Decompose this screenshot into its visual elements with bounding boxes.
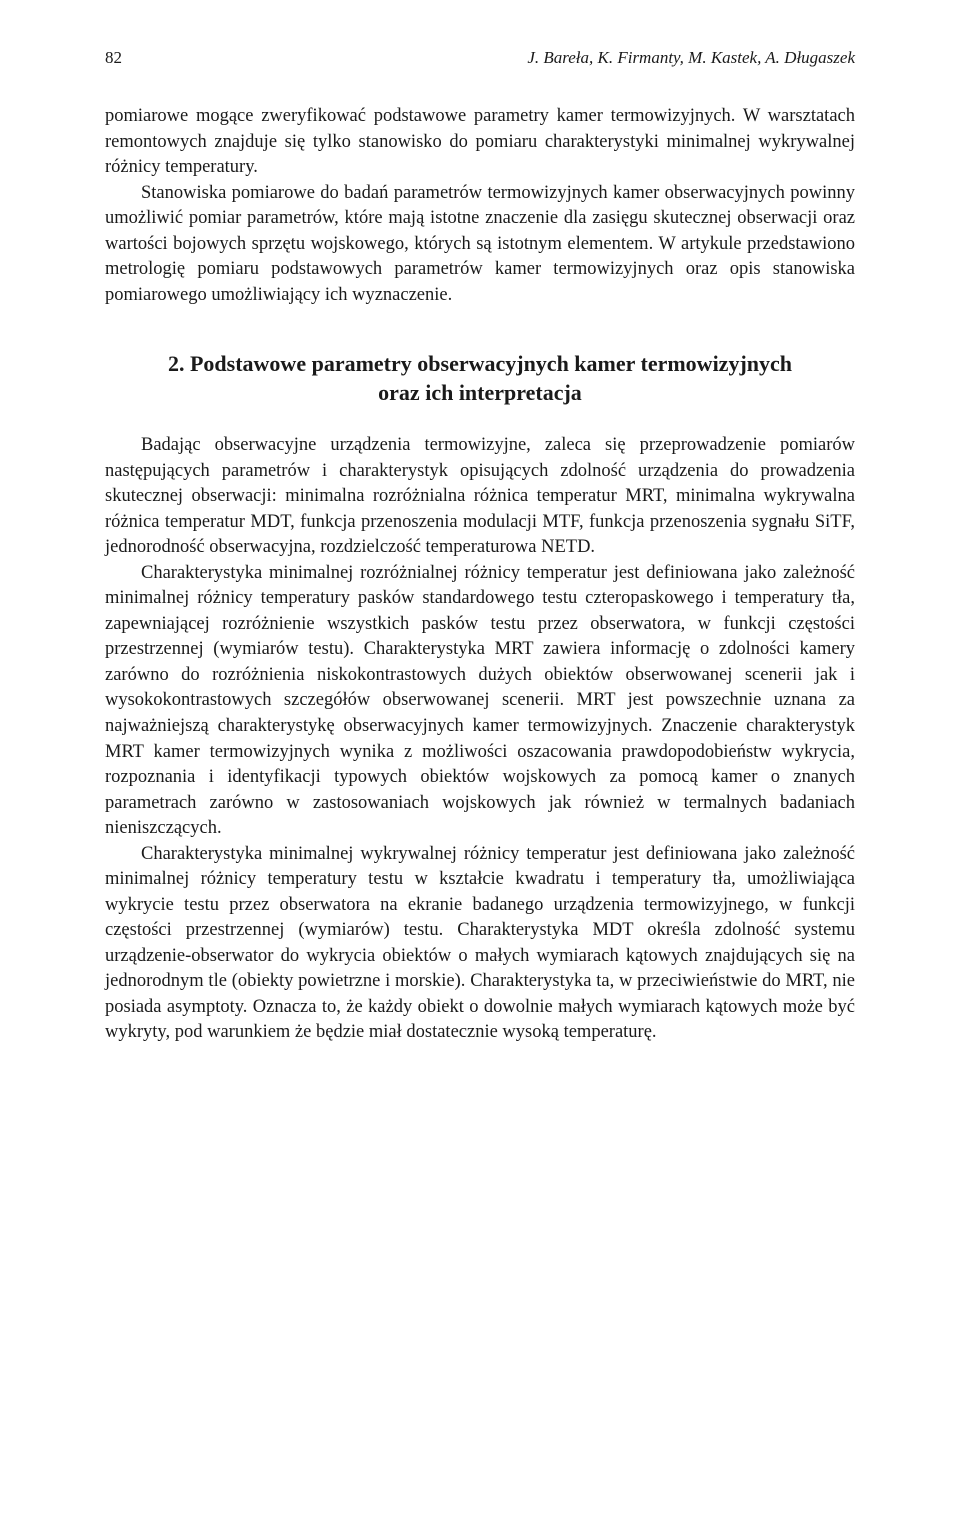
section-2-paragraph-3: Charakterystyka minimalnej wykrywalnej r…: [105, 842, 855, 1046]
section-2-heading: 2. Podstawowe parametry obserwacyjnych k…: [165, 350, 795, 407]
authors-list: J. Bareła, K. Firmanty, M. Kastek, A. Dł…: [527, 48, 855, 68]
section-2-paragraph-2: Charakterystyka minimalnej rozróżnialnej…: [105, 561, 855, 842]
page-number: 82: [105, 48, 122, 68]
page-header: 82 J. Bareła, K. Firmanty, M. Kastek, A.…: [105, 48, 855, 68]
intro-paragraph-1: pomiarowe mogące zweryfikować podstawowe…: [105, 104, 855, 181]
article-body: pomiarowe mogące zweryfikować podstawowe…: [105, 104, 855, 1046]
intro-paragraph-2: Stanowiska pomiarowe do badań parametrów…: [105, 181, 855, 309]
section-2-paragraph-1: Badając obserwacyjne urządzenia termowiz…: [105, 433, 855, 561]
